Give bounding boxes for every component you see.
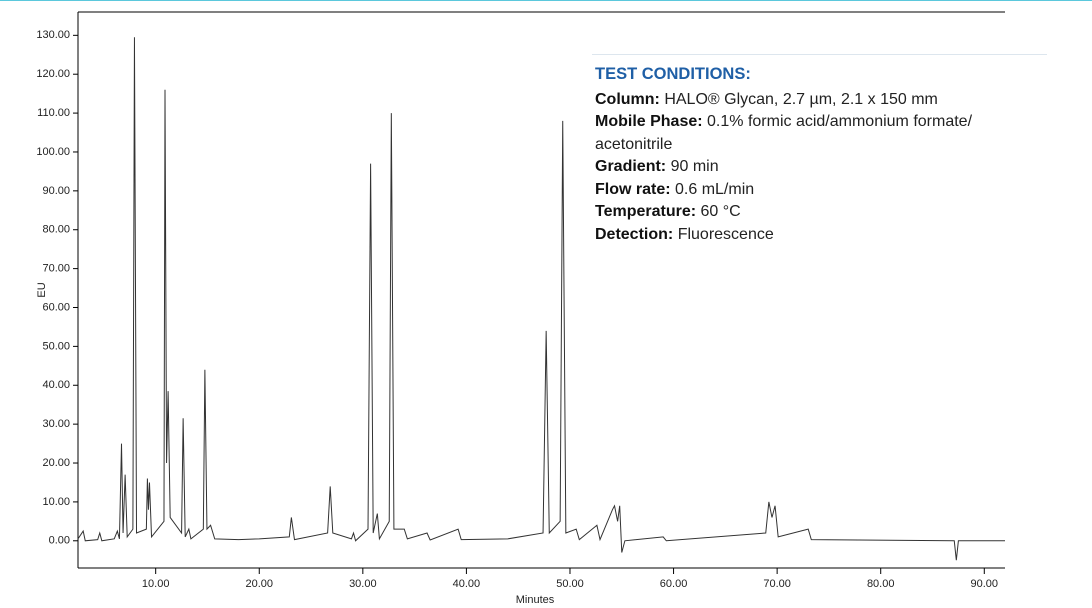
y-tick-label: 0.00 [49, 535, 70, 547]
condition-value: 0.6 mL/min [675, 180, 755, 198]
condition-row: Temperature: 60 °C [595, 201, 1047, 224]
condition-label: Mobile Phase: [595, 113, 703, 130]
condition-value: 60 °C [700, 203, 741, 220]
x-tick-label: 90.00 [971, 578, 999, 590]
x-tick-label: 30.00 [349, 578, 377, 590]
y-tick-label: 100.00 [36, 146, 70, 158]
x-tick-label: 10.00 [142, 578, 170, 590]
x-tick-label: 80.00 [867, 578, 895, 590]
x-axis-title: Minutes [516, 594, 555, 606]
y-tick-label: 50.00 [42, 340, 70, 352]
condition-value: 0.1% formic acid/ammonium formate/ aceto… [595, 113, 973, 153]
condition-label: Temperature: [595, 203, 697, 220]
condition-row: Detection: Fluorescence [595, 224, 1047, 247]
condition-value: Fluorescence [677, 225, 774, 243]
condition-row: Gradient: 90 min [595, 156, 1047, 179]
condition-value: HALO® Glycan, 2.7 µm, 2.1 x 150 mm [664, 90, 938, 108]
x-tick-label: 70.00 [763, 578, 791, 590]
y-axis-title: EU [36, 282, 48, 297]
top-rule [0, 0, 1092, 1]
x-tick-label: 20.00 [245, 578, 273, 590]
y-tick-label: 120.00 [36, 68, 70, 80]
chromatogram-trace [77, 37, 1005, 561]
y-tick-label: 110.00 [37, 107, 70, 119]
y-tick-label: 90.00 [42, 185, 70, 197]
y-tick-label: 130.00 [36, 29, 70, 41]
condition-label: Gradient: [595, 158, 667, 175]
y-tick-label: 70.00 [42, 263, 70, 275]
x-tick-label: 60.00 [660, 578, 688, 590]
y-tick-label: 30.00 [42, 418, 70, 430]
condition-row: Mobile Phase: 0.1% formic acid/ammonium … [595, 111, 1047, 156]
condition-label: Flow rate: [595, 180, 671, 198]
y-tick-label: 40.00 [42, 379, 70, 391]
condition-row: Column: HALO® Glycan, 2.7 µm, 2.1 x 150 … [595, 89, 1047, 112]
condition-label: Detection: [595, 225, 674, 243]
condition-value: 90 min [670, 158, 719, 175]
condition-row: Flow rate: 0.6 mL/min [595, 179, 1047, 202]
y-tick-label: 80.00 [42, 224, 70, 236]
conditions-title: TEST CONDITIONS: [595, 65, 751, 83]
x-tick-label: 40.00 [453, 578, 481, 590]
test-conditions: TEST CONDITIONS: Column: HALO® Glycan, 2… [592, 54, 1047, 246]
y-tick-label: 60.00 [42, 301, 70, 313]
condition-label: Column: [595, 90, 660, 108]
x-tick-label: 50.00 [556, 578, 584, 590]
y-tick-label: 20.00 [42, 457, 70, 469]
y-tick-label: 10.00 [42, 496, 70, 508]
